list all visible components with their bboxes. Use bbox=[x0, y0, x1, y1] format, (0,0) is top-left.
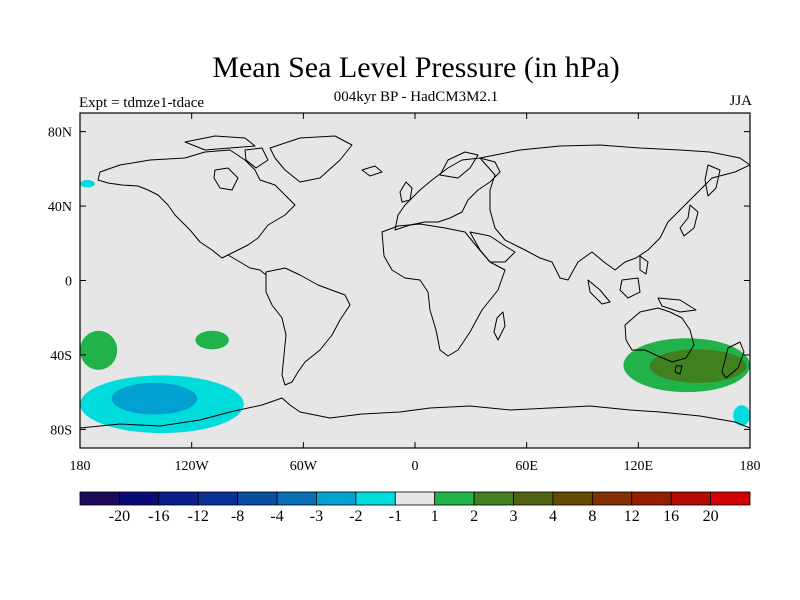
colorbar-label: 12 bbox=[624, 508, 640, 525]
chart-title: Mean Sea Level Pressure (in hPa) bbox=[212, 51, 620, 84]
coast-kamchatka bbox=[704, 164, 721, 197]
colorbar-swatch bbox=[434, 491, 475, 506]
colorbar-swatch bbox=[591, 491, 633, 506]
coast-japan bbox=[679, 204, 699, 237]
coast-greenland bbox=[269, 135, 353, 183]
coast-australia bbox=[624, 307, 695, 363]
colorbar-swatch bbox=[552, 491, 593, 506]
colorbar-swatch bbox=[79, 491, 120, 506]
anomaly-tasman-positive-core bbox=[649, 349, 747, 383]
coast-north-america bbox=[97, 149, 296, 259]
lat-tick-label: 40S bbox=[50, 349, 72, 364]
coast-tasmania bbox=[674, 365, 683, 375]
colorbar-swatch bbox=[158, 491, 199, 506]
colorbar-label: 1 bbox=[431, 508, 439, 525]
lon-tick-label: 120W bbox=[175, 459, 210, 474]
coast-philippines bbox=[639, 255, 649, 275]
colorbar-label: -3 bbox=[310, 508, 323, 525]
colorbar-swatch bbox=[237, 491, 278, 506]
colorbar-label: -8 bbox=[231, 508, 244, 525]
lon-tick-label: 120E bbox=[624, 459, 654, 474]
colorbar-swatch bbox=[355, 491, 396, 506]
colorbar-swatch bbox=[710, 491, 751, 506]
coast-arctic-islands bbox=[184, 135, 256, 151]
colorbar-label: 8 bbox=[588, 508, 596, 525]
colorbar-swatch bbox=[119, 491, 160, 506]
colorbar-swatch bbox=[316, 491, 357, 506]
colorbar-swatch bbox=[394, 491, 436, 506]
anomaly-south-pacific-positive-east bbox=[195, 330, 229, 350]
lon-tick-label: 60W bbox=[290, 459, 318, 474]
colorbar: -20 -16 -12 -8 -4 -3 -2 -1 1 2 3 4 8 12 16 20 bbox=[79, 491, 751, 525]
anomaly-ross-sea-negative bbox=[733, 405, 750, 426]
colorbar-swatch bbox=[473, 491, 514, 506]
anomaly-south-pacific-positive-west bbox=[80, 330, 118, 370]
colorbar-label: 2 bbox=[470, 508, 478, 525]
chart-subtitle: 004kyr BP - HadCM3M2.1 bbox=[333, 89, 499, 105]
colorbar-label: -16 bbox=[148, 508, 169, 525]
colorbar-label: -2 bbox=[349, 508, 362, 525]
coast-new-zealand bbox=[721, 341, 745, 379]
coast-sumatra bbox=[587, 279, 611, 305]
colorbar-label: 4 bbox=[549, 508, 557, 525]
colorbar-label: -20 bbox=[109, 508, 130, 525]
colorbar-swatch bbox=[513, 491, 554, 506]
colorbar-swatch bbox=[197, 491, 239, 506]
lat-tick-label: 0 bbox=[65, 275, 72, 290]
colorbar-label: -4 bbox=[270, 508, 283, 525]
colorbar-label: -1 bbox=[389, 508, 402, 525]
lat-tick-label: 40N bbox=[48, 200, 72, 215]
season-label: JJA bbox=[729, 93, 752, 109]
longitude-ticks: 180 120W 60W 0 60E 120E 180 bbox=[70, 113, 761, 474]
lon-tick-label: 180 bbox=[70, 459, 91, 474]
lon-tick-label: 180 bbox=[740, 459, 761, 474]
coastlines bbox=[80, 135, 750, 429]
colorbar-swatch bbox=[276, 491, 317, 506]
lat-tick-label: 80S bbox=[50, 423, 72, 438]
coast-scandinavia bbox=[439, 151, 479, 179]
lat-tick-label: 80N bbox=[48, 126, 72, 141]
coast-baffin bbox=[244, 147, 269, 169]
anomaly-southern-ocean-negative-core bbox=[111, 382, 198, 415]
latitude-ticks: 80N 40N 0 40S 80S bbox=[48, 126, 750, 438]
lon-tick-label: 0 bbox=[412, 459, 419, 474]
coast-africa bbox=[381, 223, 506, 357]
coast-uk bbox=[399, 181, 413, 203]
coast-south-america bbox=[265, 267, 351, 386]
colorbar-label: -12 bbox=[188, 508, 209, 525]
experiment-label: Expt = tdmze1-tdace bbox=[79, 95, 205, 111]
coast-madagascar bbox=[493, 311, 506, 341]
coast-europe bbox=[394, 157, 501, 231]
coast-borneo bbox=[619, 277, 641, 299]
coast-central-america bbox=[227, 254, 267, 276]
coast-iceland bbox=[361, 165, 383, 177]
colorbar-swatch bbox=[631, 491, 672, 506]
coast-arabia bbox=[469, 231, 516, 263]
colorbar-label: 20 bbox=[703, 508, 719, 525]
colorbar-label: 16 bbox=[663, 508, 679, 525]
coast-new-guinea bbox=[657, 297, 697, 313]
lon-tick-label: 60E bbox=[515, 459, 538, 474]
anomaly-layer bbox=[80, 180, 750, 434]
colorbar-swatch bbox=[670, 491, 711, 506]
colorbar-label: 3 bbox=[510, 508, 518, 525]
anomaly-north-pacific-negative bbox=[80, 180, 95, 188]
coast-asia bbox=[479, 144, 750, 281]
coast-antarctica bbox=[80, 397, 750, 429]
coast-hudson-bay bbox=[213, 167, 239, 191]
